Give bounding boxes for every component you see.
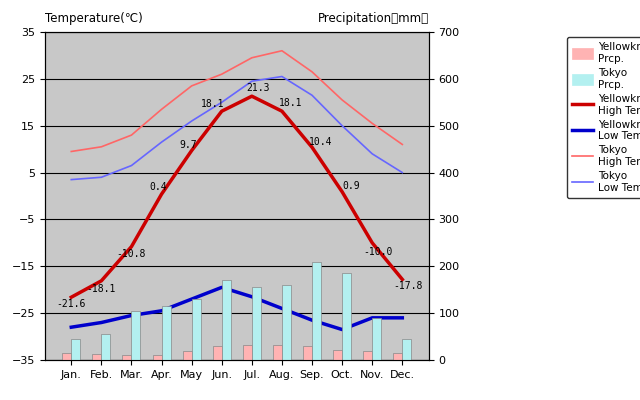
Text: 10.4: 10.4 (309, 137, 333, 147)
Text: 18.1: 18.1 (201, 99, 225, 109)
Text: -10.0: -10.0 (364, 247, 393, 257)
Bar (273, 345, 282, 360)
Bar (101, 334, 111, 360)
Bar (212, 346, 221, 360)
Bar (363, 351, 372, 360)
Text: 9.7: 9.7 (180, 140, 198, 150)
Text: 0.4: 0.4 (150, 182, 168, 192)
Bar (122, 355, 131, 360)
Bar (252, 287, 261, 360)
Bar (312, 262, 321, 360)
Bar (303, 346, 312, 360)
Text: Temperature(℃): Temperature(℃) (45, 12, 143, 26)
Text: -10.8: -10.8 (116, 249, 146, 259)
Bar (152, 355, 161, 360)
Text: 18.1: 18.1 (279, 98, 303, 108)
Bar (243, 345, 252, 360)
Bar (131, 311, 141, 360)
Bar (62, 354, 71, 360)
Bar (161, 306, 171, 360)
Text: 21.3: 21.3 (246, 83, 269, 93)
Bar (333, 350, 342, 360)
Bar (372, 318, 381, 360)
Bar (191, 299, 201, 360)
Bar (92, 354, 101, 360)
Bar (221, 280, 231, 360)
Text: -18.1: -18.1 (86, 284, 116, 294)
Text: -17.8: -17.8 (394, 282, 423, 292)
Legend: Yellowknife
Prcp., Tokyo
Prcp., Yellowknife
High Temp., Yellowknife
Low Temp., T: Yellowknife Prcp., Tokyo Prcp., Yellowkn… (567, 37, 640, 198)
Bar (282, 285, 291, 360)
Text: Precipitation（mm）: Precipitation（mm） (317, 12, 429, 26)
Text: -21.6: -21.6 (56, 299, 86, 309)
Text: 0.9: 0.9 (342, 181, 360, 191)
Bar (71, 339, 80, 360)
Bar (342, 273, 351, 360)
Bar (394, 352, 403, 360)
Bar (182, 351, 191, 360)
Bar (403, 339, 412, 360)
